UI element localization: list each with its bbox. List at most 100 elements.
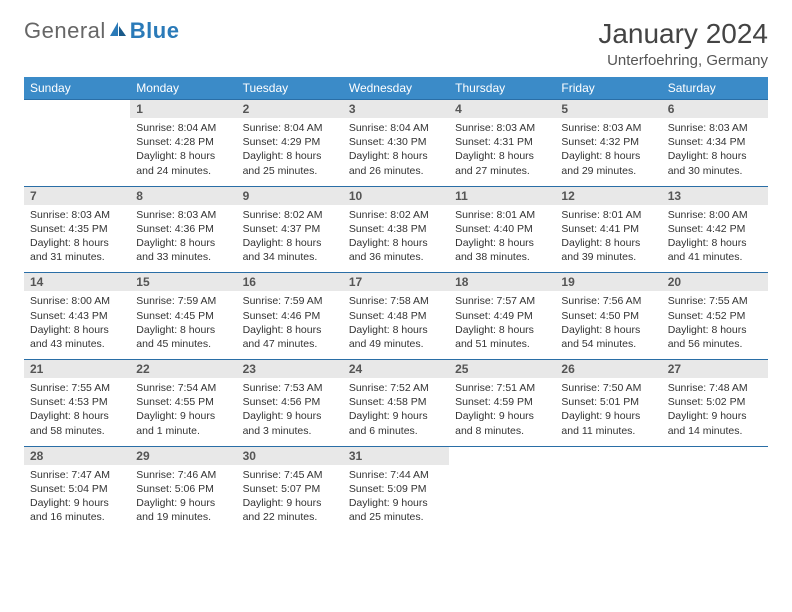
day-info	[662, 465, 768, 533]
day-info: Sunrise: 7:59 AMSunset: 4:46 PMDaylight:…	[237, 291, 343, 359]
sunset-text: Sunset: 4:59 PM	[455, 395, 549, 409]
sunset-text: Sunset: 4:49 PM	[455, 309, 549, 323]
sunrise-text: Sunrise: 8:03 AM	[30, 208, 124, 222]
sunrise-text: Sunrise: 7:56 AM	[561, 294, 655, 308]
daylight-text: Daylight: 9 hours and 6 minutes.	[349, 409, 443, 437]
sunset-text: Sunset: 4:41 PM	[561, 222, 655, 236]
day-number-row: 21222324252627	[24, 360, 768, 379]
daylight-text: Daylight: 8 hours and 45 minutes.	[136, 323, 230, 351]
sunrise-text: Sunrise: 8:04 AM	[136, 121, 230, 135]
day-info: Sunrise: 8:03 AMSunset: 4:34 PMDaylight:…	[662, 118, 768, 186]
daylight-text: Daylight: 9 hours and 1 minute.	[136, 409, 230, 437]
daylight-text: Daylight: 8 hours and 25 minutes.	[243, 149, 337, 177]
day-number: 30	[237, 446, 343, 465]
day-info: Sunrise: 8:02 AMSunset: 4:37 PMDaylight:…	[237, 205, 343, 273]
sunrise-text: Sunrise: 8:00 AM	[668, 208, 762, 222]
sunrise-text: Sunrise: 7:52 AM	[349, 381, 443, 395]
sunset-text: Sunset: 4:55 PM	[136, 395, 230, 409]
logo-text-blue: Blue	[130, 18, 180, 44]
sunset-text: Sunset: 4:40 PM	[455, 222, 549, 236]
day-number: 8	[130, 186, 236, 205]
day-number: 29	[130, 446, 236, 465]
sunrise-text: Sunrise: 7:50 AM	[561, 381, 655, 395]
daylight-text: Daylight: 8 hours and 31 minutes.	[30, 236, 124, 264]
day-info: Sunrise: 7:57 AMSunset: 4:49 PMDaylight:…	[449, 291, 555, 359]
sunrise-text: Sunrise: 8:01 AM	[561, 208, 655, 222]
sunset-text: Sunset: 4:56 PM	[243, 395, 337, 409]
day-number: 28	[24, 446, 130, 465]
daylight-text: Daylight: 8 hours and 39 minutes.	[561, 236, 655, 264]
day-number-row: 28293031	[24, 446, 768, 465]
day-header: Tuesday	[237, 77, 343, 100]
day-header: Saturday	[662, 77, 768, 100]
sunset-text: Sunset: 4:43 PM	[30, 309, 124, 323]
day-number	[555, 446, 661, 465]
day-info: Sunrise: 7:53 AMSunset: 4:56 PMDaylight:…	[237, 378, 343, 446]
day-info: Sunrise: 8:04 AMSunset: 4:28 PMDaylight:…	[130, 118, 236, 186]
sunrise-text: Sunrise: 7:57 AM	[455, 294, 549, 308]
logo: General Blue	[24, 18, 179, 44]
sunset-text: Sunset: 4:31 PM	[455, 135, 549, 149]
day-number-row: 78910111213	[24, 186, 768, 205]
day-info: Sunrise: 8:00 AMSunset: 4:42 PMDaylight:…	[662, 205, 768, 273]
day-info: Sunrise: 8:04 AMSunset: 4:29 PMDaylight:…	[237, 118, 343, 186]
sunrise-text: Sunrise: 8:03 AM	[136, 208, 230, 222]
day-number: 15	[130, 273, 236, 292]
daylight-text: Daylight: 8 hours and 49 minutes.	[349, 323, 443, 351]
day-number: 16	[237, 273, 343, 292]
day-info: Sunrise: 8:00 AMSunset: 4:43 PMDaylight:…	[24, 291, 130, 359]
daylight-text: Daylight: 8 hours and 36 minutes.	[349, 236, 443, 264]
day-number-row: 123456	[24, 100, 768, 119]
daylight-text: Daylight: 8 hours and 41 minutes.	[668, 236, 762, 264]
day-info-row: Sunrise: 8:04 AMSunset: 4:28 PMDaylight:…	[24, 118, 768, 186]
day-info: Sunrise: 7:55 AMSunset: 4:53 PMDaylight:…	[24, 378, 130, 446]
month-title: January 2024	[598, 18, 768, 50]
sunrise-text: Sunrise: 8:04 AM	[243, 121, 337, 135]
day-number: 24	[343, 360, 449, 379]
sunrise-text: Sunrise: 7:55 AM	[668, 294, 762, 308]
daylight-text: Daylight: 9 hours and 3 minutes.	[243, 409, 337, 437]
daylight-text: Daylight: 9 hours and 14 minutes.	[668, 409, 762, 437]
day-header: Friday	[555, 77, 661, 100]
day-info: Sunrise: 8:02 AMSunset: 4:38 PMDaylight:…	[343, 205, 449, 273]
daylight-text: Daylight: 8 hours and 34 minutes.	[243, 236, 337, 264]
sunset-text: Sunset: 4:35 PM	[30, 222, 124, 236]
day-number: 26	[555, 360, 661, 379]
daylight-text: Daylight: 8 hours and 26 minutes.	[349, 149, 443, 177]
sunrise-text: Sunrise: 7:51 AM	[455, 381, 549, 395]
location: Unterfoehring, Germany	[598, 52, 768, 69]
day-number: 31	[343, 446, 449, 465]
day-number: 23	[237, 360, 343, 379]
day-number: 13	[662, 186, 768, 205]
sunset-text: Sunset: 4:29 PM	[243, 135, 337, 149]
day-info-row: Sunrise: 7:47 AMSunset: 5:04 PMDaylight:…	[24, 465, 768, 533]
day-number: 18	[449, 273, 555, 292]
daylight-text: Daylight: 8 hours and 24 minutes.	[136, 149, 230, 177]
header: General Blue January 2024 Unterfoehring,…	[24, 18, 768, 69]
sunrise-text: Sunrise: 8:03 AM	[561, 121, 655, 135]
day-number: 20	[662, 273, 768, 292]
sunset-text: Sunset: 4:38 PM	[349, 222, 443, 236]
sunrise-text: Sunrise: 8:02 AM	[349, 208, 443, 222]
daylight-text: Daylight: 8 hours and 29 minutes.	[561, 149, 655, 177]
daylight-text: Daylight: 8 hours and 43 minutes.	[30, 323, 124, 351]
day-number: 4	[449, 100, 555, 119]
day-info	[24, 118, 130, 186]
sunset-text: Sunset: 4:30 PM	[349, 135, 443, 149]
day-info: Sunrise: 7:45 AMSunset: 5:07 PMDaylight:…	[237, 465, 343, 533]
logo-text-general: General	[24, 18, 106, 44]
day-number: 14	[24, 273, 130, 292]
day-number: 2	[237, 100, 343, 119]
sunset-text: Sunset: 5:01 PM	[561, 395, 655, 409]
day-number: 21	[24, 360, 130, 379]
day-info: Sunrise: 8:01 AMSunset: 4:41 PMDaylight:…	[555, 205, 661, 273]
day-info-row: Sunrise: 8:00 AMSunset: 4:43 PMDaylight:…	[24, 291, 768, 359]
daylight-text: Daylight: 8 hours and 27 minutes.	[455, 149, 549, 177]
daylight-text: Daylight: 9 hours and 16 minutes.	[30, 496, 124, 524]
sunrise-text: Sunrise: 8:03 AM	[668, 121, 762, 135]
sunset-text: Sunset: 4:32 PM	[561, 135, 655, 149]
daylight-text: Daylight: 8 hours and 33 minutes.	[136, 236, 230, 264]
day-number: 6	[662, 100, 768, 119]
day-info	[555, 465, 661, 533]
day-number: 9	[237, 186, 343, 205]
